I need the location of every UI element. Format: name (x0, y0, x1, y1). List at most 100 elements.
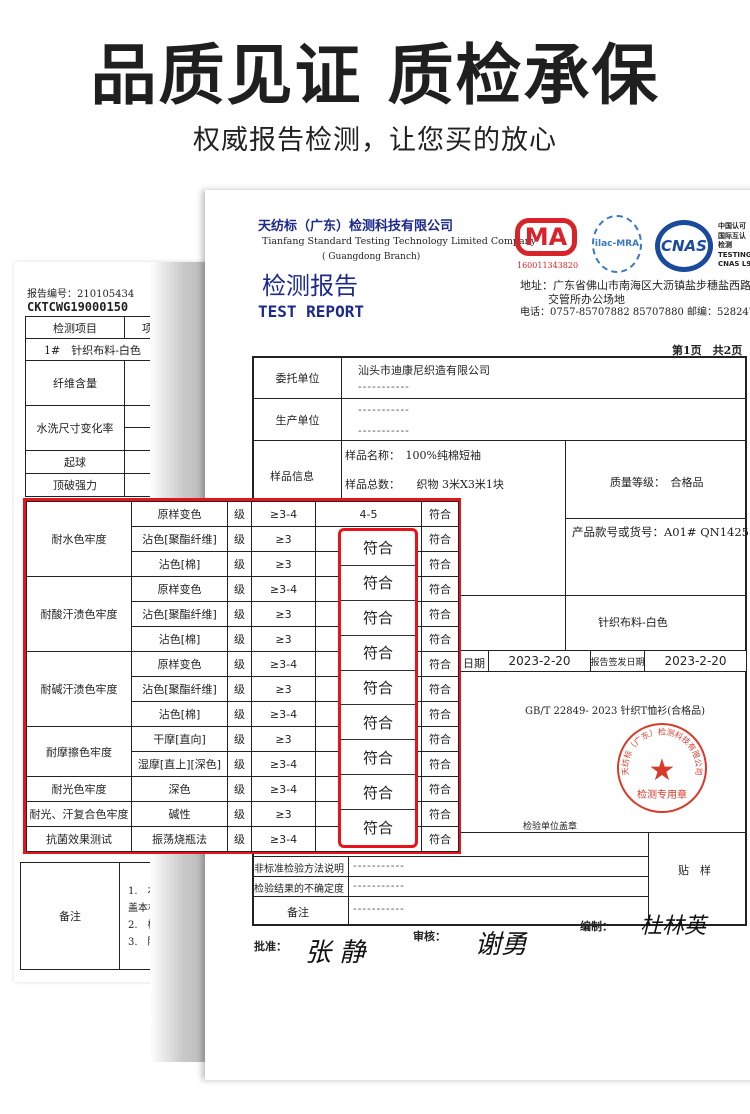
unit: 级 (227, 576, 252, 602)
standard-value: ≥3 (251, 601, 316, 627)
verdict: 符合 (421, 776, 459, 802)
verdict: 符合 (421, 576, 459, 602)
standard-value: ≥3-4 (251, 701, 316, 727)
table-row: 沾色[棉] 级 ≥3 符合 (27, 626, 459, 652)
test-category: 耐光、汗复合色牢度 (26, 801, 132, 827)
divider (565, 440, 566, 650)
test-category: 耐碱汗渍色牢度 (26, 651, 132, 727)
client-label: 委托单位 (252, 356, 342, 399)
pass-verdict: 符合 (341, 601, 415, 636)
compile-signature: 杜林英 (640, 914, 707, 939)
standard: GB/T 22849- 2023 针织T恤衫(合格品) (525, 706, 706, 717)
test-item: 沾色[棉] (131, 551, 228, 577)
divider (461, 832, 747, 833)
ma-number: 160011343820 (517, 261, 579, 270)
test-item: 沾色[棉] (131, 701, 228, 727)
report-title-cn: 检测报告 (262, 272, 358, 300)
sample-info-label: 样品信息 (270, 470, 314, 483)
pass-verdict: 符合 (341, 671, 415, 706)
product-number: 产品款号或货号：A01# QN1425# (572, 525, 750, 539)
review-signature: 谢勇 (475, 930, 528, 960)
left-row-label: 水洗尺寸变化率 (25, 405, 125, 451)
test-category: 耐水色牢度 (26, 501, 132, 577)
official-stamp: 天纺标（广东）检测科技有限公司 ★ 检测专用章 (616, 722, 708, 814)
sample-name: 样品名称： 100%纯棉短袖 (345, 449, 481, 462)
company-branch: ( Guangdong Branch) (322, 252, 421, 262)
ilac-logo: ilac-MRA (592, 215, 642, 273)
dashes: ----------- (353, 879, 405, 892)
test-item: 振荡烧瓶法 (131, 826, 228, 852)
address: 地址：广东省佛山市南海区大沥镇盐步穗盐西路原盐 (520, 279, 750, 292)
verdict: 符合 (421, 551, 459, 577)
test-item: 沾色[聚酯纤维] (131, 601, 228, 627)
unit: 级 (227, 776, 252, 802)
unit: 级 (227, 601, 252, 627)
cnas-side-text: 中国认可 国际互认 检测 TESTING CNAS L9 (718, 222, 750, 270)
page-subtitle: 权威报告检测，让您买的放心 (193, 125, 557, 156)
divider (252, 440, 747, 441)
verdict: 符合 (421, 826, 459, 852)
review-label: 审核： (413, 930, 446, 943)
cnas-text: 检测 (718, 241, 732, 249)
star-icon: ★ (649, 753, 676, 788)
cnas-text: 国际互认 (718, 231, 746, 240)
standard-value: ≥3-4 (251, 826, 316, 852)
test-category: 抗菌效果测试 (26, 826, 132, 852)
phone: 电话：0757-85707882 85707880 邮编：528247 (520, 307, 750, 318)
issue-date: 2023-2-20 (644, 650, 747, 672)
test-item: 碱性 (131, 801, 228, 827)
divider (252, 876, 648, 877)
test-item: 原样变色 (131, 501, 228, 527)
standard-value: ≥3-4 (251, 776, 316, 802)
verdict: 符合 (421, 501, 459, 527)
verdict: 符合 (421, 651, 459, 677)
test-item: 湿摩[直上][深色] (131, 751, 228, 777)
test-item: 原样变色 (131, 576, 228, 602)
sample-description: 针织布料-白色 (598, 616, 668, 629)
table-row: 湿摩[直上][深色] 级 ≥3-4 符合 (27, 751, 459, 777)
company-name-cn: 天纺标（广东）检测科技有限公司 (258, 219, 454, 234)
standard-value: ≥3 (251, 526, 316, 552)
standard-value: ≥3 (251, 676, 316, 702)
unit: 级 (227, 801, 252, 827)
divider (252, 896, 648, 897)
cnas-text: TESTING (718, 250, 750, 259)
standard-value: ≥3 (251, 626, 316, 652)
producer-label: 生产单位 (252, 398, 342, 441)
quality-grade: 质量等级： 合格品 (610, 476, 704, 489)
divider (648, 832, 649, 926)
test-date: 2023-2-20 (488, 650, 591, 672)
uncertainty-label: 检验结果的不确定度 (254, 884, 344, 895)
results-table: 耐水色牢度 原样变色级 ≥3-4 4-5 符合 沾色[聚酯纤维] 级 ≥3 符合 沾色[棉] 级 ≥3… (26, 501, 459, 852)
test-item: 沾色[聚酯纤维] (131, 676, 228, 702)
divider (252, 856, 648, 857)
unit: 级 (227, 676, 252, 702)
left-row-label: 纤维含量 (25, 360, 125, 406)
verdict: 符合 (421, 701, 459, 727)
test-category: 耐光色牢度 (26, 776, 132, 802)
unit: 级 (227, 651, 252, 677)
standard-value: ≥3-4 (251, 751, 316, 777)
test-item: 原样变色 (131, 651, 228, 677)
left-remark-label: 备注 (20, 862, 120, 970)
page-title: 品质见证 质检承保 (90, 37, 660, 114)
verdict: 符合 (421, 726, 459, 752)
nonstd-method-label: 非标准检验方法说明 (254, 864, 344, 875)
unit: 级 (227, 526, 252, 552)
approve-signature: 张 静 (305, 938, 366, 968)
report-code: CKTCWG19000150 (27, 300, 129, 314)
verdict: 符合 (421, 801, 459, 827)
table-row: 耐水色牢度 原样变色级 ≥3-4 4-5 符合 (26, 501, 459, 577)
test-item: 沾色[聚酯纤维] (131, 526, 228, 552)
unit: 级 (227, 826, 252, 852)
dashes: ----------- (358, 380, 410, 393)
test-item: 干摩[直向] (131, 726, 228, 752)
verdict: 符合 (421, 751, 459, 777)
highlighted-pass-column: 符合 符合 符合 符合 符合 符合 符合 符合 符合 (338, 528, 418, 848)
standard-value: ≥3 (251, 726, 316, 752)
divider (348, 856, 349, 926)
pass-verdict: 符合 (341, 775, 415, 811)
compile-label: 编制： (580, 920, 613, 933)
standard-value: ≥3-4 (251, 651, 316, 677)
pass-verdict: 符合 (341, 740, 415, 776)
